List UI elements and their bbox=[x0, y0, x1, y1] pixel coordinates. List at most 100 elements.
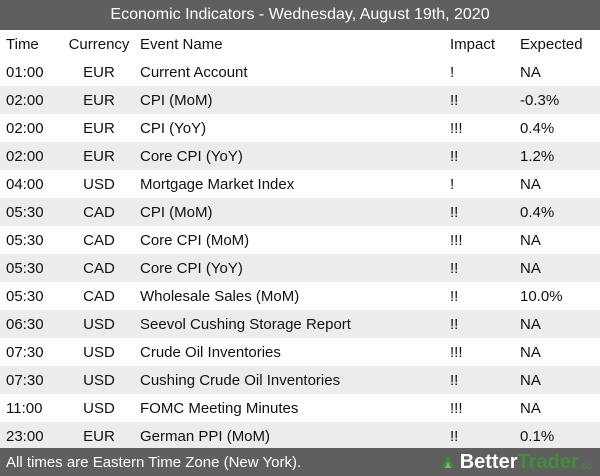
table-row: 06:30 USD Seevol Cushing Storage Report!! N… bbox=[0, 310, 600, 338]
brand-better-text: Better bbox=[459, 450, 518, 473]
cell-time: 05:30 bbox=[6, 259, 44, 277]
cell-currency: CAD bbox=[83, 231, 115, 249]
bettertrader-logo-icon bbox=[441, 456, 454, 468]
cell-event-name: CPI (YoY) bbox=[140, 119, 207, 137]
cell-expected: NA bbox=[520, 63, 541, 81]
cell-currency: USD bbox=[83, 315, 115, 333]
brand-suffix-text: .co bbox=[578, 460, 592, 472]
cell-expected: NA bbox=[520, 399, 541, 417]
cell-time: 05:30 bbox=[6, 231, 44, 249]
cell-event-name: Seevol Cushing Storage Report bbox=[140, 315, 351, 333]
cell-time: 11:00 bbox=[6, 399, 43, 417]
column-header-impact: Impact bbox=[450, 35, 496, 53]
cell-impact: !! bbox=[450, 147, 459, 165]
cell-event-name: Wholesale Sales (MoM) bbox=[140, 287, 300, 305]
cell-currency: EUR bbox=[83, 91, 115, 109]
table-body: 01:00 EUR Current Account! NA 02:00 EUR CPI (M… bbox=[0, 58, 600, 450]
cell-expected: -0.3% bbox=[520, 91, 560, 109]
table-row: 02:00 EUR Core CPI (YoY)!! 1.2% bbox=[0, 142, 600, 170]
cell-event-name: German PPI (MoM) bbox=[140, 427, 271, 445]
cell-event-name: Core CPI (YoY) bbox=[140, 147, 243, 165]
table-row: 02:00 EUR CPI (YoY)!!! 0.4% bbox=[0, 114, 600, 142]
cell-expected: NA bbox=[520, 315, 541, 333]
cell-expected: 10.0% bbox=[520, 287, 563, 305]
table-row: 07:30 USD Crude Oil Inventories!!! NA bbox=[0, 338, 600, 366]
cell-currency: CAD bbox=[83, 203, 115, 221]
cell-time: 23:00 bbox=[6, 427, 44, 445]
cell-event-name: Current Account bbox=[140, 63, 248, 81]
cell-impact: !! bbox=[450, 371, 459, 389]
cell-expected: 0.1% bbox=[520, 427, 555, 445]
cell-expected: NA bbox=[520, 259, 541, 277]
table-row: 05:30 CAD CPI (MoM)!! 0.4% bbox=[0, 198, 600, 226]
table-row: 05:30 CAD Wholesale Sales (MoM)!! 10.0% bbox=[0, 282, 600, 310]
cell-impact: !!! bbox=[450, 343, 463, 361]
cell-expected: NA bbox=[520, 371, 541, 389]
cell-expected: NA bbox=[520, 343, 541, 361]
column-header-currency: Currency bbox=[68, 35, 130, 53]
cell-currency: USD bbox=[83, 399, 115, 417]
cell-currency: EUR bbox=[83, 427, 115, 445]
cell-impact: !! bbox=[450, 427, 459, 445]
cell-expected: NA bbox=[520, 175, 541, 193]
cell-impact: !!! bbox=[450, 231, 463, 249]
cell-expected: 0.4% bbox=[520, 203, 555, 221]
cell-currency: USD bbox=[83, 371, 115, 389]
cell-impact: !! bbox=[450, 287, 459, 305]
cell-time: 07:30 bbox=[6, 371, 44, 389]
brand-trader-text: Trader bbox=[517, 450, 579, 473]
cell-currency: EUR bbox=[83, 63, 115, 81]
cell-event-name: CPI (MoM) bbox=[140, 91, 213, 109]
cell-time: 02:00 bbox=[6, 119, 44, 137]
cell-impact: !! bbox=[450, 315, 459, 333]
cell-time: 02:00 bbox=[6, 91, 44, 109]
cell-currency: EUR bbox=[83, 119, 115, 137]
cell-event-name: Cushing Crude Oil Inventories bbox=[140, 371, 341, 389]
cell-event-name: Crude Oil Inventories bbox=[140, 343, 281, 361]
cell-currency: CAD bbox=[83, 259, 115, 277]
table-header: Time Currency Event Name Impact Expected bbox=[0, 30, 600, 58]
table-row: 01:00 EUR Current Account! NA bbox=[0, 58, 600, 86]
table-row: 05:30 CAD Core CPI (YoY)!! NA bbox=[0, 254, 600, 282]
timezone-note: All times are Eastern Time Zone (New Yor… bbox=[6, 453, 302, 471]
cell-time: 02:00 bbox=[6, 147, 44, 165]
column-header-expected: Expected bbox=[520, 35, 583, 53]
cell-event-name: Mortgage Market Index bbox=[140, 175, 295, 193]
cell-time: 07:30 bbox=[6, 343, 44, 361]
table-row: 23:00 EUR German PPI (MoM)!! 0.1% bbox=[0, 422, 600, 450]
cell-currency: USD bbox=[83, 343, 115, 361]
cell-time: 05:30 bbox=[6, 203, 44, 221]
cell-event-name: FOMC Meeting Minutes bbox=[140, 399, 299, 417]
table-row: 05:30 CAD Core CPI (MoM)!!! NA bbox=[0, 226, 600, 254]
cell-event-name: Core CPI (YoY) bbox=[140, 259, 243, 277]
cell-expected: 1.2% bbox=[520, 147, 555, 165]
cell-impact: !!! bbox=[450, 399, 463, 417]
cell-impact: !!! bbox=[450, 119, 463, 137]
cell-time: 04:00 bbox=[6, 175, 44, 193]
cell-currency: CAD bbox=[83, 287, 115, 305]
table-row: 07:30 USD Cushing Crude Oil Inventories!! N… bbox=[0, 366, 600, 394]
cell-event-name: Core CPI (MoM) bbox=[140, 231, 250, 249]
column-header-event: Event Name bbox=[140, 35, 223, 53]
cell-impact: ! bbox=[450, 63, 455, 81]
cell-currency: EUR bbox=[83, 147, 115, 165]
cell-time: 01:00 bbox=[6, 63, 44, 81]
table-row: 11:00 USD FOMC Meeting Minutes!!! NA bbox=[0, 394, 600, 422]
cell-expected: 0.4% bbox=[520, 119, 555, 137]
cell-expected: NA bbox=[520, 231, 541, 249]
table-row: 04:00 USD Mortgage Market Index! NA bbox=[0, 170, 600, 198]
table-row: 02:00 EUR CPI (MoM)!! -0.3% bbox=[0, 86, 600, 114]
cell-impact: ! bbox=[450, 175, 455, 193]
brand-logo: Better Trader .co bbox=[440, 451, 600, 474]
page-title: Economic Indicators - Wednesday, August … bbox=[0, 0, 600, 30]
cell-time: 05:30 bbox=[6, 287, 44, 305]
column-header-time: Time bbox=[6, 35, 39, 53]
cell-impact: !! bbox=[450, 259, 459, 277]
cell-impact: !! bbox=[450, 203, 459, 221]
cell-impact: !! bbox=[450, 91, 459, 109]
cell-event-name: CPI (MoM) bbox=[140, 203, 213, 221]
cell-time: 06:30 bbox=[6, 315, 44, 333]
footer-bar: All times are Eastern Time Zone (New Yor… bbox=[0, 448, 600, 476]
cell-currency: USD bbox=[83, 175, 115, 193]
